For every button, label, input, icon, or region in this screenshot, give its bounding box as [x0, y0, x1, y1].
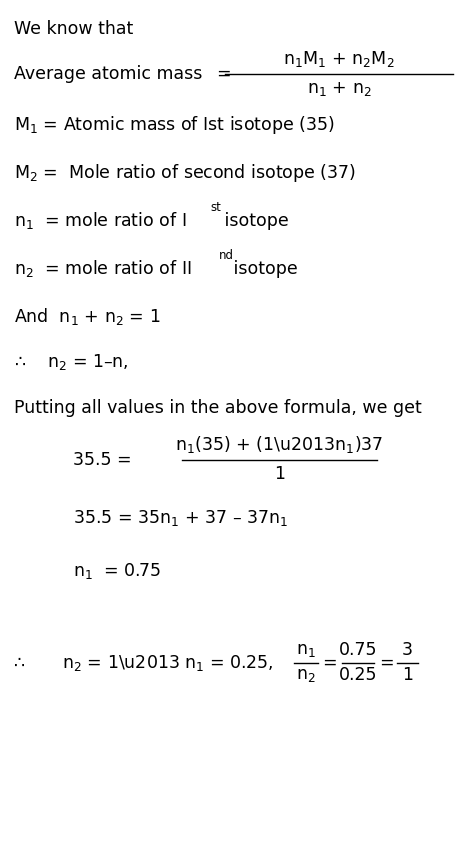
Text: 35.5 =: 35.5 =: [73, 450, 132, 469]
Text: =: =: [216, 65, 230, 83]
Text: =: =: [379, 653, 394, 672]
Text: n$_1$ + n$_2$: n$_1$ + n$_2$: [307, 80, 371, 99]
Text: M$_1$ = Atomic mass of Ist isotope (35): M$_1$ = Atomic mass of Ist isotope (35): [14, 114, 335, 136]
Text: Average atomic mass: Average atomic mass: [14, 65, 202, 83]
Text: n$_2$ = 1\u2013 n$_1$ = 0.25,: n$_2$ = 1\u2013 n$_1$ = 0.25,: [62, 653, 273, 673]
Text: st: st: [210, 201, 221, 215]
Text: 0.25: 0.25: [338, 666, 377, 685]
Text: n$_1$: n$_1$: [296, 641, 316, 659]
Text: ∴    n$_2$ = 1–n,: ∴ n$_2$ = 1–n,: [14, 352, 129, 372]
Text: And  n$_1$ + n$_2$ = 1: And n$_1$ + n$_2$ = 1: [14, 306, 161, 327]
Text: isotope: isotope: [228, 259, 297, 278]
Text: n$_1$  = 0.75: n$_1$ = 0.75: [73, 561, 162, 581]
Text: 3: 3: [402, 641, 413, 659]
Text: nd: nd: [219, 249, 234, 263]
Text: n$_1$  = mole ratio of I: n$_1$ = mole ratio of I: [14, 210, 187, 231]
Text: ∴: ∴: [14, 653, 25, 672]
Text: 1: 1: [274, 465, 285, 483]
Text: n$_1$M$_1$ + n$_2$M$_2$: n$_1$M$_1$ + n$_2$M$_2$: [283, 49, 395, 69]
Text: M$_2$ =  Mole ratio of second isotope (37): M$_2$ = Mole ratio of second isotope (37…: [14, 162, 356, 184]
Text: =: =: [322, 653, 337, 672]
Text: We know that: We know that: [14, 19, 134, 38]
Text: isotope: isotope: [219, 211, 289, 230]
Text: 35.5 = 35n$_1$ + 37 – 37n$_1$: 35.5 = 35n$_1$ + 37 – 37n$_1$: [73, 508, 289, 528]
Text: 0.75: 0.75: [338, 641, 377, 659]
Text: Putting all values in the above formula, we get: Putting all values in the above formula,…: [14, 399, 422, 418]
Text: 1: 1: [402, 666, 413, 685]
Text: n$_2$  = mole ratio of II: n$_2$ = mole ratio of II: [14, 258, 192, 279]
Text: n$_2$: n$_2$: [296, 666, 316, 685]
Text: n$_1$(35) + (1\u2013n$_1$)37: n$_1$(35) + (1\u2013n$_1$)37: [175, 434, 384, 455]
